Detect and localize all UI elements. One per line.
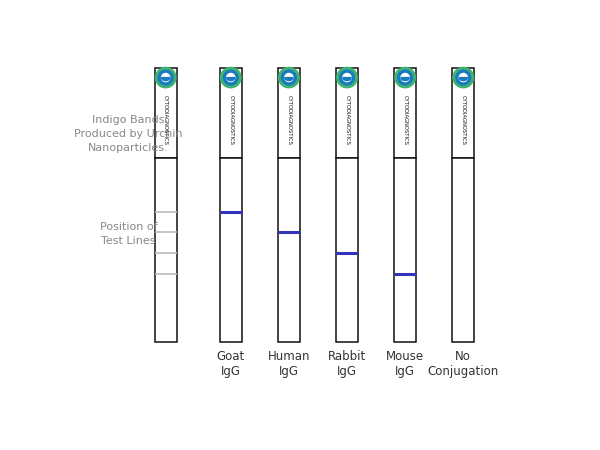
Ellipse shape [401, 73, 409, 81]
Bar [452, 68, 475, 158]
Bar [220, 68, 242, 158]
Ellipse shape [395, 68, 415, 88]
Ellipse shape [398, 70, 413, 85]
Wedge shape [227, 77, 235, 81]
Bar [155, 68, 177, 158]
Text: CYTODIAGNOSTICS: CYTODIAGNOSTICS [286, 95, 292, 145]
Bar [336, 158, 358, 342]
Ellipse shape [221, 68, 241, 88]
Text: CYTODIAGNOSTICS: CYTODIAGNOSTICS [403, 95, 407, 145]
Bar [394, 158, 416, 342]
Bar [278, 158, 300, 342]
Ellipse shape [343, 73, 351, 81]
Ellipse shape [456, 70, 470, 85]
Text: Position of
Test Lines: Position of Test Lines [100, 222, 157, 246]
Ellipse shape [281, 70, 296, 85]
Bar [155, 158, 177, 342]
Ellipse shape [155, 68, 176, 88]
Ellipse shape [285, 73, 293, 81]
Bar [394, 68, 416, 158]
Ellipse shape [227, 73, 235, 81]
Text: Human
IgG: Human IgG [268, 350, 310, 378]
Bar [220, 158, 242, 342]
Text: Rabbit
IgG: Rabbit IgG [328, 350, 366, 378]
Text: Goat
IgG: Goat IgG [217, 350, 245, 378]
Wedge shape [343, 77, 351, 81]
Text: CYTODIAGNOSTICS: CYTODIAGNOSTICS [344, 95, 350, 145]
Bar [278, 68, 300, 158]
Text: CYTODIAGNOSTICS: CYTODIAGNOSTICS [461, 95, 466, 145]
Ellipse shape [278, 68, 299, 88]
Text: No
Conjugation: No Conjugation [428, 350, 499, 378]
Ellipse shape [459, 73, 467, 81]
Wedge shape [285, 77, 293, 81]
Text: CYTODIAGNOSTICS: CYTODIAGNOSTICS [228, 95, 233, 145]
Ellipse shape [340, 70, 355, 85]
Text: Indigo Bands
Produced by Urchin
Nanoparticles.: Indigo Bands Produced by Urchin Nanopart… [74, 115, 183, 153]
Ellipse shape [453, 68, 473, 88]
Wedge shape [161, 77, 170, 81]
Text: Mouse
IgG: Mouse IgG [386, 350, 424, 378]
Ellipse shape [223, 70, 238, 85]
Bar [336, 68, 358, 158]
Ellipse shape [158, 70, 173, 85]
Wedge shape [401, 77, 409, 81]
Bar [452, 158, 475, 342]
Text: CYTODIAGNOSTICS: CYTODIAGNOSTICS [163, 95, 168, 145]
Ellipse shape [161, 73, 170, 81]
Ellipse shape [337, 68, 357, 88]
Wedge shape [459, 77, 467, 81]
